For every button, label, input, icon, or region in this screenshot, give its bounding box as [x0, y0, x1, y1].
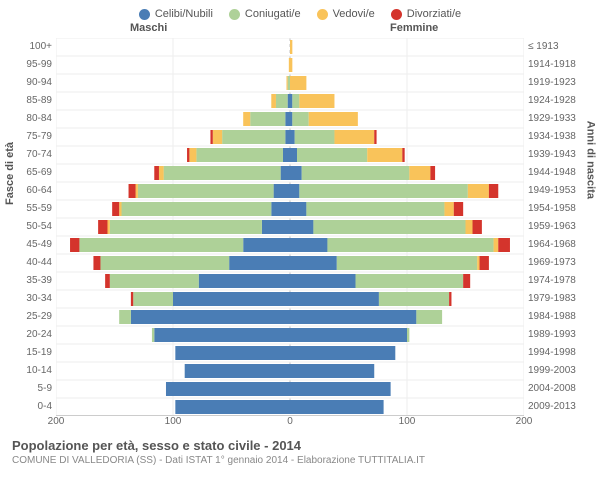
- birth-label: 1944-1948: [528, 168, 590, 178]
- legend-dot: [391, 9, 402, 20]
- age-label: 25-29: [12, 312, 52, 322]
- birth-label: 1929-1933: [528, 114, 590, 124]
- pyramid-svg: [56, 38, 524, 416]
- legend-label: Coniugati/e: [245, 8, 301, 20]
- birth-label: 2004-2008: [528, 384, 590, 394]
- column-headers: Maschi Femmine: [0, 22, 600, 38]
- legend-label: Vedovi/e: [333, 8, 375, 20]
- x-tick-label: 200: [516, 416, 533, 427]
- legend-dot: [139, 9, 150, 20]
- chart-title: Popolazione per età, sesso e stato civil…: [12, 438, 588, 453]
- legend-label: Divorziati/e: [407, 8, 461, 20]
- age-label: 90-94: [12, 78, 52, 88]
- x-tick-label: 200: [48, 416, 65, 427]
- birth-label: 2009-2013: [528, 402, 590, 412]
- birth-label: 1939-1943: [528, 150, 590, 160]
- birth-label: 1934-1938: [528, 132, 590, 142]
- age-label: 100+: [12, 42, 52, 52]
- birth-label: 1954-1958: [528, 204, 590, 214]
- population-pyramid: Fasce di età Anni di nascita 100+95-9990…: [8, 38, 592, 432]
- legend-item: Divorziati/e: [391, 8, 461, 20]
- age-label: 15-19: [12, 348, 52, 358]
- legend-dot: [229, 9, 240, 20]
- age-label: 65-69: [12, 168, 52, 178]
- legend-label: Celibi/Nubili: [155, 8, 213, 20]
- birth-label: 1919-1923: [528, 78, 590, 88]
- age-label: 75-79: [12, 132, 52, 142]
- age-label: 55-59: [12, 204, 52, 214]
- age-label: 0-4: [12, 402, 52, 412]
- age-labels: 100+ 95-99 90-94 85-89 80-84 75-79 70-74 65-69 6…: [12, 38, 52, 416]
- x-tick-label: 100: [399, 416, 416, 427]
- birth-label: 1974-1978: [528, 276, 590, 286]
- chart-subtitle: COMUNE DI VALLEDORIA (SS) - Dati ISTAT 1…: [12, 455, 588, 466]
- birth-label: 1924-1928: [528, 96, 590, 106]
- birth-label: 1979-1983: [528, 294, 590, 304]
- x-tick-label: 0: [287, 416, 293, 427]
- chart-footer: Popolazione per età, sesso e stato civil…: [0, 432, 600, 466]
- header-female: Femmine: [390, 22, 438, 34]
- age-label: 30-34: [12, 294, 52, 304]
- birth-label: 1969-1973: [528, 258, 590, 268]
- age-label: 35-39: [12, 276, 52, 286]
- legend-item: Celibi/Nubili: [139, 8, 213, 20]
- age-label: 60-64: [12, 186, 52, 196]
- birth-label: 1949-1953: [528, 186, 590, 196]
- legend-item: Coniugati/e: [229, 8, 301, 20]
- legend-item: Vedovi/e: [317, 8, 375, 20]
- birth-label: 1959-1963: [528, 222, 590, 232]
- birth-label: ≤ 1913: [528, 42, 590, 52]
- birth-label: 1989-1993: [528, 330, 590, 340]
- birth-label: 1984-1988: [528, 312, 590, 322]
- birth-label: 1964-1968: [528, 240, 590, 250]
- birth-labels: ≤ 1913 1914-1918 1919-1923 1924-1928 1929-19…: [528, 38, 590, 416]
- age-label: 5-9: [12, 384, 52, 394]
- age-label: 45-49: [12, 240, 52, 250]
- age-label: 70-74: [12, 150, 52, 160]
- age-label: 85-89: [12, 96, 52, 106]
- age-label: 40-44: [12, 258, 52, 268]
- header-male: Maschi: [130, 22, 167, 34]
- birth-label: 1914-1918: [528, 60, 590, 70]
- birth-label: 1999-2003: [528, 366, 590, 376]
- age-label: 50-54: [12, 222, 52, 232]
- legend-dot: [317, 9, 328, 20]
- birth-label: 1994-1998: [528, 348, 590, 358]
- plot-area: 100+95-9990-9485-8980-8475-7970-7465-696…: [56, 38, 524, 432]
- age-label: 80-84: [12, 114, 52, 124]
- x-tick-label: 100: [165, 416, 182, 427]
- age-label: 10-14: [12, 366, 52, 376]
- x-axis: 2001000100200: [56, 416, 524, 432]
- age-label: 95-99: [12, 60, 52, 70]
- legend: Celibi/Nubili Coniugati/e Vedovi/e Divor…: [0, 0, 600, 22]
- age-label: 20-24: [12, 330, 52, 340]
